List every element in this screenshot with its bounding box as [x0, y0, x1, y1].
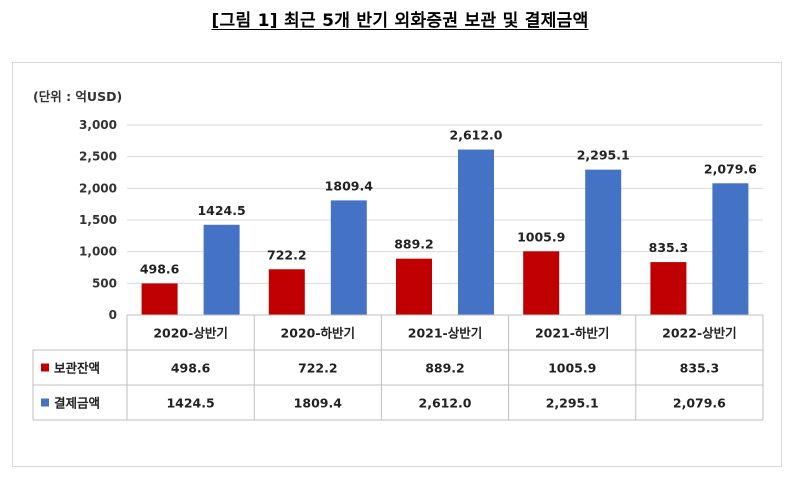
y-tick-label: 500 — [92, 276, 117, 290]
data-label: 1809.4 — [325, 178, 374, 193]
data-label: 1424.5 — [197, 203, 245, 218]
bar-holding — [396, 258, 432, 315]
table-cell: 2,612.0 — [419, 396, 472, 411]
y-tick-label: 0 — [109, 308, 117, 322]
unit-label: (단위 : 억USD) — [33, 89, 122, 104]
y-tick-label: 1,000 — [79, 245, 117, 259]
bars — [141, 149, 749, 315]
data-table: 2020-상반기 2020-하반기 2021-상반기 2021-하반기 2022-상반기… — [32, 314, 764, 421]
data-label: 835.3 — [649, 240, 689, 255]
legend-label: 결제금액 — [54, 396, 100, 411]
y-tick-label: 2,000 — [79, 181, 117, 195]
bar-settlement — [712, 183, 749, 315]
table-cell: 1424.5 — [166, 396, 214, 411]
bar-settlement — [330, 200, 367, 315]
data-label: 722.2 — [267, 247, 307, 262]
category-label: 2021-상반기 — [408, 326, 482, 341]
category-label: 2020-상반기 — [153, 326, 227, 341]
y-tick-label: 3,000 — [79, 118, 117, 132]
table-cell: 722.2 — [298, 361, 338, 376]
bar-holding — [268, 269, 305, 315]
bar-settlement — [585, 169, 622, 315]
bar-holding — [141, 283, 178, 315]
table-cell: 835.3 — [680, 361, 720, 376]
table-cell: 889.2 — [425, 361, 465, 376]
y-tick-label: 1,500 — [79, 213, 117, 227]
chart-title-text: [그림 1] 최근 5개 반기 외화증권 보관 및 결제금액 — [211, 11, 589, 31]
data-label: 2,079.6 — [704, 161, 757, 176]
y-tick-label: 2,500 — [79, 150, 117, 164]
legend-label: 보관잔액 — [54, 361, 100, 376]
data-label: 2,612.0 — [450, 128, 503, 143]
category-label: 2020-하반기 — [281, 326, 355, 341]
table-cell: 1005.9 — [548, 361, 596, 376]
data-label: 889.2 — [394, 237, 434, 252]
table-cell: 498.6 — [171, 361, 211, 376]
data-label: 2,295.1 — [577, 148, 630, 163]
table-cell: 2,079.6 — [673, 396, 726, 411]
y-axis: 0 500 1,000 1,500 2,000 2,500 3,000 — [79, 118, 117, 322]
table-cell: 1809.4 — [294, 396, 343, 411]
legend-swatch — [41, 363, 49, 372]
data-labels: 498.6 722.2 889.2 1005.9 835.3 1424.5 1809.4 2,… — [140, 128, 757, 277]
bar-holding — [650, 262, 687, 315]
chart-title: [그림 1] 최근 5개 반기 외화증권 보관 및 결제금액 — [0, 6, 800, 31]
category-label: 2022-상반기 — [662, 326, 736, 341]
legend-swatch — [41, 398, 49, 407]
bar-settlement — [203, 224, 240, 315]
bar-settlement — [458, 149, 494, 315]
data-label: 498.6 — [140, 261, 180, 276]
data-label: 1005.9 — [517, 229, 565, 244]
category-label: 2021-하반기 — [535, 326, 609, 341]
bar-holding — [523, 251, 560, 315]
table-cell: 2,295.1 — [546, 396, 599, 411]
